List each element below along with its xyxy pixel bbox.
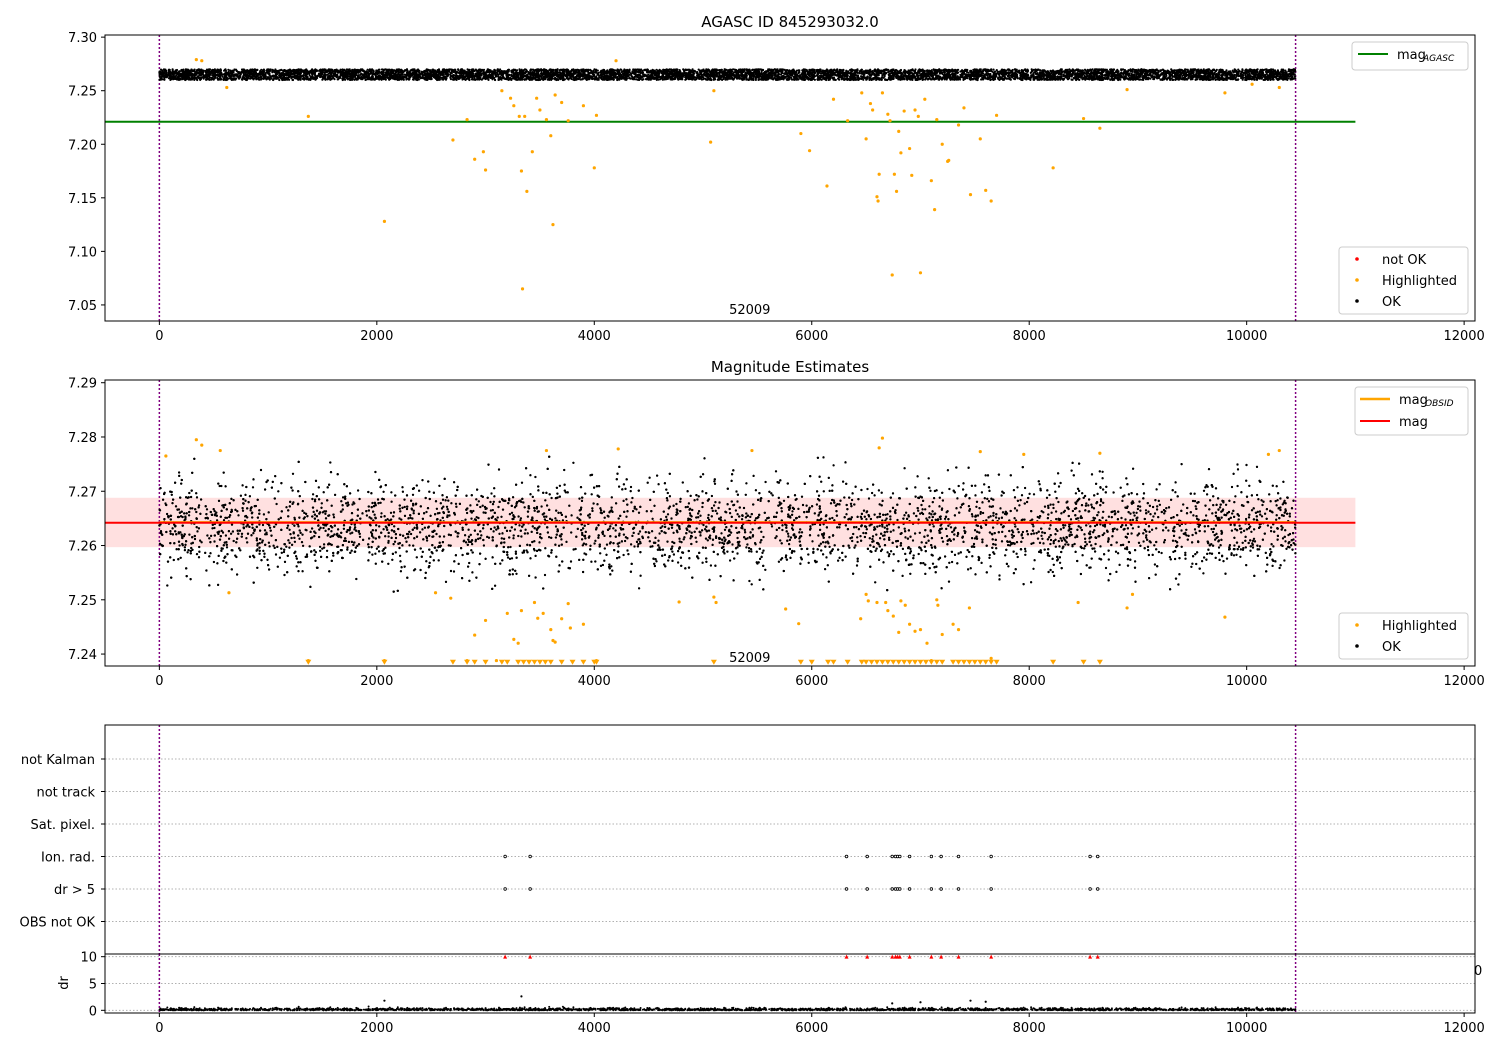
- ok-point: [500, 78, 503, 81]
- ok-point: [884, 78, 887, 81]
- ok-point: [235, 69, 238, 72]
- ok-points: [158, 68, 1297, 82]
- agasc-magnitude-panel: AGASC ID 845293032.0 0 2000 4000 6000 8000 10…: [68, 13, 1485, 344]
- ok-point: [1129, 68, 1132, 71]
- ok-point: [271, 71, 274, 74]
- ok-point: [956, 75, 959, 78]
- ok-point: [457, 69, 460, 72]
- ok-point: [202, 77, 205, 80]
- ok-point: [1232, 70, 1235, 73]
- ok-point: [866, 69, 870, 72]
- ok-point: [1151, 74, 1154, 77]
- panel-title: AGASC ID 845293032.0: [701, 13, 879, 31]
- ok-point: [474, 68, 477, 71]
- ok-point: [256, 68, 259, 71]
- plot-marks: [105, 35, 1356, 321]
- ok-point: [195, 69, 198, 72]
- ok-point: [980, 78, 983, 81]
- ok-point: [278, 78, 281, 82]
- ok-point: [227, 68, 230, 71]
- ok-point: [499, 68, 502, 71]
- ok-point: [237, 77, 241, 80]
- ok-point: [361, 77, 364, 81]
- ok-point: [497, 78, 500, 81]
- ok-point: [972, 68, 975, 71]
- ok-point: [597, 71, 600, 75]
- ok-point: [862, 78, 865, 81]
- ok-point: [599, 73, 602, 76]
- ok-point: [598, 76, 601, 79]
- ok-point: [161, 78, 164, 81]
- ok-point: [773, 68, 776, 71]
- ok-point: [474, 78, 477, 81]
- ok-point: [965, 70, 969, 74]
- ok-point: [1237, 68, 1240, 71]
